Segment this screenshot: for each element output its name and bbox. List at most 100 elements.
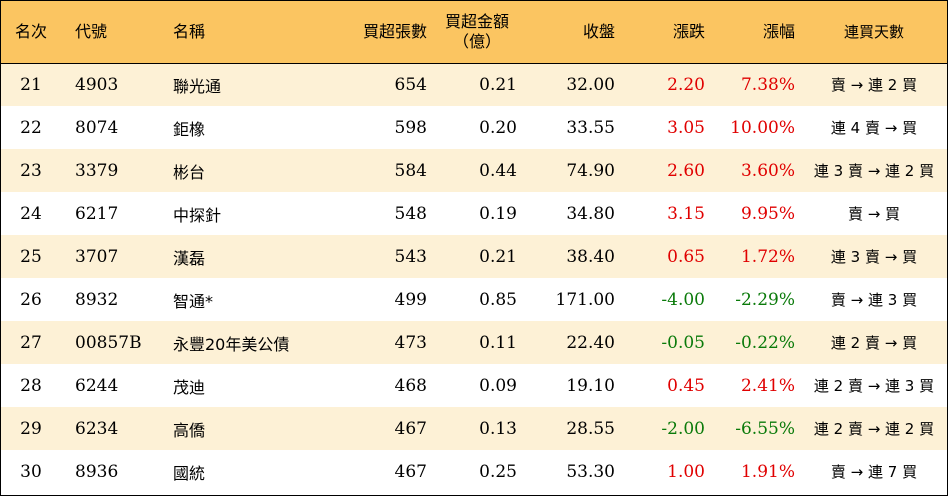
cell-close: 33.55 — [566, 117, 615, 138]
cell-code: 3707 — [75, 246, 119, 267]
cell-rank: 28 — [20, 375, 42, 396]
header-days: 連買天數 — [801, 1, 947, 64]
table-row: 26 8932 智通* 499 0.85 171.00 -4.00 -2.29% 賣 → 連 3… — [1, 278, 947, 321]
cell-name: 漢磊 — [173, 248, 206, 268]
cell-days: 連 3 賣 → 買 — [830, 248, 918, 266]
cell-pct: -0.22% — [735, 332, 795, 353]
header-name: 名稱 — [159, 1, 297, 64]
cell-close: 74.90 — [566, 160, 615, 181]
cell-amount: 0.09 — [479, 375, 517, 396]
cell-lots: 467 — [394, 461, 427, 482]
cell-rank: 22 — [20, 117, 42, 138]
cell-name: 彬台 — [173, 162, 206, 182]
cell-name: 茂迪 — [173, 377, 206, 397]
cell-change: 1.00 — [667, 461, 705, 482]
cell-amount: 0.21 — [479, 74, 517, 95]
cell-close: 22.40 — [566, 332, 615, 353]
cell-pct: -6.55% — [735, 418, 795, 439]
table-row: 24 6217 中探針 548 0.19 34.80 3.15 9.95% 賣 → 買 — [1, 192, 947, 235]
cell-name: 聯光通 — [173, 76, 222, 96]
cell-days: 連 2 賣 → 連 3 買 — [813, 377, 935, 395]
cell-days: 連 2 賣 → 連 2 買 — [813, 420, 935, 438]
cell-amount: 0.21 — [479, 246, 517, 267]
cell-amount: 0.20 — [479, 117, 517, 138]
header-change: 漲跌 — [621, 1, 711, 64]
table-row: 29 6234 高僑 467 0.13 28.55 -2.00 -6.55% 連 2 賣 → 連… — [1, 407, 947, 450]
table-row: 22 8074 鉅橡 598 0.20 33.55 3.05 10.00% 連 4 賣 → 買 — [1, 106, 947, 149]
header-rank: 名次 — [1, 1, 61, 64]
cell-amount: 0.85 — [479, 289, 517, 310]
cell-days: 賣 → 連 3 買 — [830, 291, 918, 309]
header-amount-line2: （億） — [452, 31, 501, 51]
cell-rank: 26 — [20, 289, 42, 310]
cell-amount: 0.44 — [479, 160, 517, 181]
cell-pct: 7.38% — [740, 74, 795, 95]
cell-days: 連 3 賣 → 連 2 買 — [813, 162, 935, 180]
cell-close: 171.00 — [555, 289, 615, 310]
cell-lots: 473 — [394, 332, 427, 353]
cell-rank: 27 — [20, 332, 42, 353]
cell-lots: 468 — [394, 375, 427, 396]
cell-close: 53.30 — [566, 461, 615, 482]
cell-name: 智通* — [173, 291, 214, 311]
cell-days: 賣 → 連 7 買 — [830, 463, 918, 481]
cell-code: 8932 — [75, 289, 119, 310]
cell-amount: 0.11 — [479, 332, 517, 353]
cell-days: 連 2 賣 → 買 — [830, 334, 918, 352]
cell-pct: 9.95% — [740, 203, 795, 224]
cell-days: 連 4 賣 → 買 — [830, 119, 918, 137]
cell-pct: 10.00% — [730, 117, 795, 138]
cell-pct: 1.72% — [740, 246, 795, 267]
cell-code: 6234 — [75, 418, 119, 439]
cell-amount: 0.13 — [479, 418, 517, 439]
header-row: 名次 代號 名稱 買超張數 買超金額 （億） 收盤 漲跌 漲幅 連買天數 — [1, 1, 947, 64]
cell-pct: 3.60% — [740, 160, 795, 181]
cell-rank: 25 — [20, 246, 42, 267]
cell-name: 高僑 — [173, 420, 206, 440]
cell-days: 賣 → 買 — [847, 205, 901, 223]
cell-pct: -2.29% — [735, 289, 795, 310]
cell-name: 永豐20年美公債 — [173, 334, 290, 354]
header-amount: 買超金額 （億） — [431, 1, 523, 64]
header-code: 代號 — [61, 1, 159, 64]
cell-rank: 24 — [20, 203, 42, 224]
cell-code: 00857B — [75, 332, 142, 353]
cell-change: 3.05 — [667, 117, 705, 138]
header-amount-line1: 買超金額 — [444, 11, 509, 31]
cell-name: 鉅橡 — [173, 119, 206, 139]
cell-code: 3379 — [75, 160, 119, 181]
cell-close: 19.10 — [566, 375, 615, 396]
cell-days: 賣 → 連 2 買 — [830, 76, 918, 95]
cell-rank: 21 — [20, 74, 42, 95]
table-row: 30 8936 國統 467 0.25 53.30 1.00 1.91% 賣 → 連 7 買 — [1, 450, 947, 493]
cell-code: 8936 — [75, 461, 119, 482]
table-row: 28 6244 茂迪 468 0.09 19.10 0.45 2.41% 連 2 賣 → 連 3… — [1, 364, 947, 407]
cell-code: 8074 — [75, 117, 119, 138]
cell-name: 中探針 — [173, 205, 222, 225]
cell-code: 6244 — [75, 375, 119, 396]
table-row: 21 4903 聯光通 654 0.21 32.00 2.20 7.38% 賣 → 連 2 買 — [1, 63, 947, 106]
cell-close: 38.40 — [566, 246, 615, 267]
cell-rank: 23 — [20, 160, 42, 181]
cell-change: 0.45 — [667, 375, 705, 396]
cell-lots: 543 — [394, 246, 427, 267]
table-row: 23 3379 彬台 584 0.44 74.90 2.60 3.60% 連 3 賣 → 連 2… — [1, 149, 947, 192]
cell-pct: 1.91% — [740, 461, 795, 482]
cell-change: 2.60 — [667, 160, 705, 181]
cell-lots: 598 — [394, 117, 427, 138]
cell-change: -0.05 — [661, 332, 705, 353]
cell-close: 28.55 — [566, 418, 615, 439]
cell-change: -2.00 — [661, 418, 705, 439]
cell-change: -4.00 — [661, 289, 705, 310]
cell-code: 4903 — [75, 74, 119, 95]
cell-close: 32.00 — [566, 74, 615, 95]
cell-change: 3.15 — [667, 203, 705, 224]
cell-amount: 0.19 — [479, 203, 517, 224]
cell-amount: 0.25 — [479, 461, 517, 482]
cell-rank: 30 — [20, 461, 42, 482]
cell-change: 2.20 — [667, 74, 705, 95]
cell-change: 0.65 — [667, 246, 705, 267]
cell-lots: 499 — [394, 289, 427, 310]
